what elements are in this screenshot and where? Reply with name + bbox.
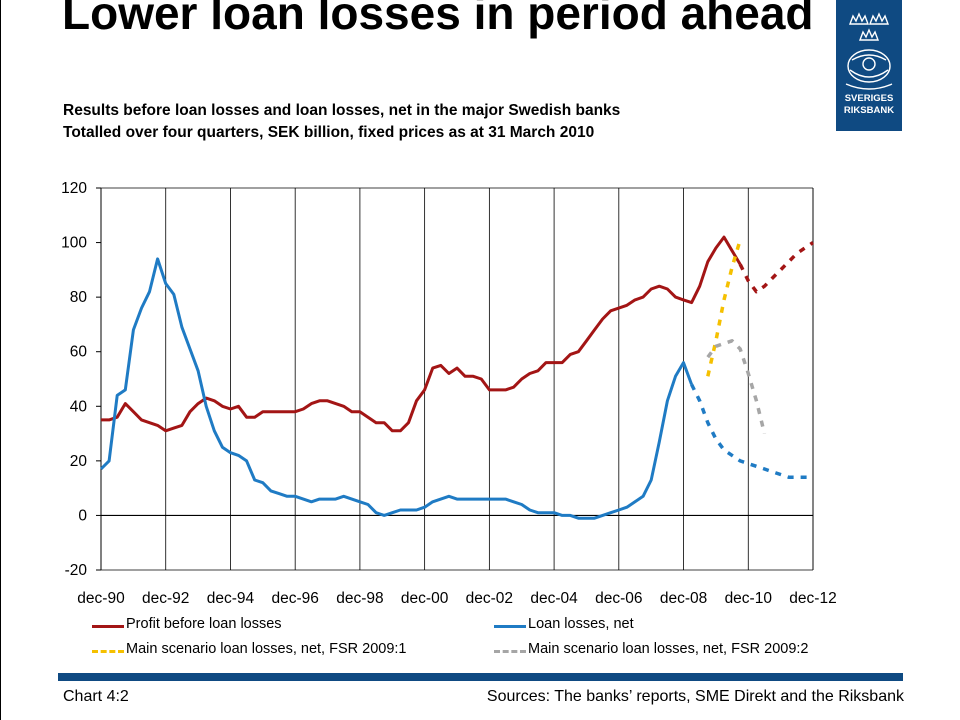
y-tick-label: 20 [70,453,88,470]
x-tick-label: dec-90 [77,590,125,607]
series-line-3 [706,339,767,435]
x-tick-label: dec-00 [401,590,449,607]
chart-number: Chart 4:2 [63,688,129,705]
footer-bar [58,673,903,681]
series-line-2 [706,239,742,377]
series-line-5 [690,383,813,479]
left-border-line [0,0,1,720]
y-tick-label: 100 [61,235,87,252]
y-tick-label: 40 [70,398,88,415]
y-tick-label: 80 [70,289,88,306]
x-tick-label: dec-04 [530,590,578,607]
subtitle-line-1: Results before loan losses and loan loss… [63,102,621,119]
y-tick-label: -20 [65,562,88,579]
chart-grid [100,187,814,571]
x-tick-label: dec-96 [271,590,318,607]
x-tick-label: dec-06 [595,590,642,607]
chart-series [99,235,814,520]
x-tick-label: dec-12 [789,590,836,607]
y-tick-label: 0 [78,507,87,524]
x-tick-label: dec-08 [660,590,707,607]
x-tick-label: dec-98 [336,590,383,607]
x-tick-label: dec-92 [142,590,189,607]
logo-text-line-2: RIKSBANK [844,105,894,116]
riksbank-crest-icon: SVERIGES RIKSBANK [844,12,894,116]
sources-note: Sources: The banks’ reports, SME Direkt … [486,688,904,705]
slide-subtitle: Results before loan losses and loan loss… [63,100,823,144]
x-tick-label: dec-02 [466,590,513,607]
series-line-4 [738,241,814,294]
riksbank-logo: SVERIGES RIKSBANK [836,0,902,131]
y-tick-label: 60 [70,344,88,361]
slide-title: Lower loan losses in period ahead [62,0,814,39]
series-line-0 [101,235,742,433]
logo-text-line-1: SVERIGES [845,93,894,104]
x-tick-label: dec-94 [207,590,255,607]
y-tick-label: 120 [61,180,87,197]
x-tick-label: dec-10 [725,590,773,607]
chart-axes: dec-90 dec-92 dec-94 dec-96 dec-98 dec-00 dec-… [61,180,837,607]
series-line-1 [99,257,694,520]
subtitle-line-2: Totalled over four quarters, SEK billion… [63,124,595,141]
